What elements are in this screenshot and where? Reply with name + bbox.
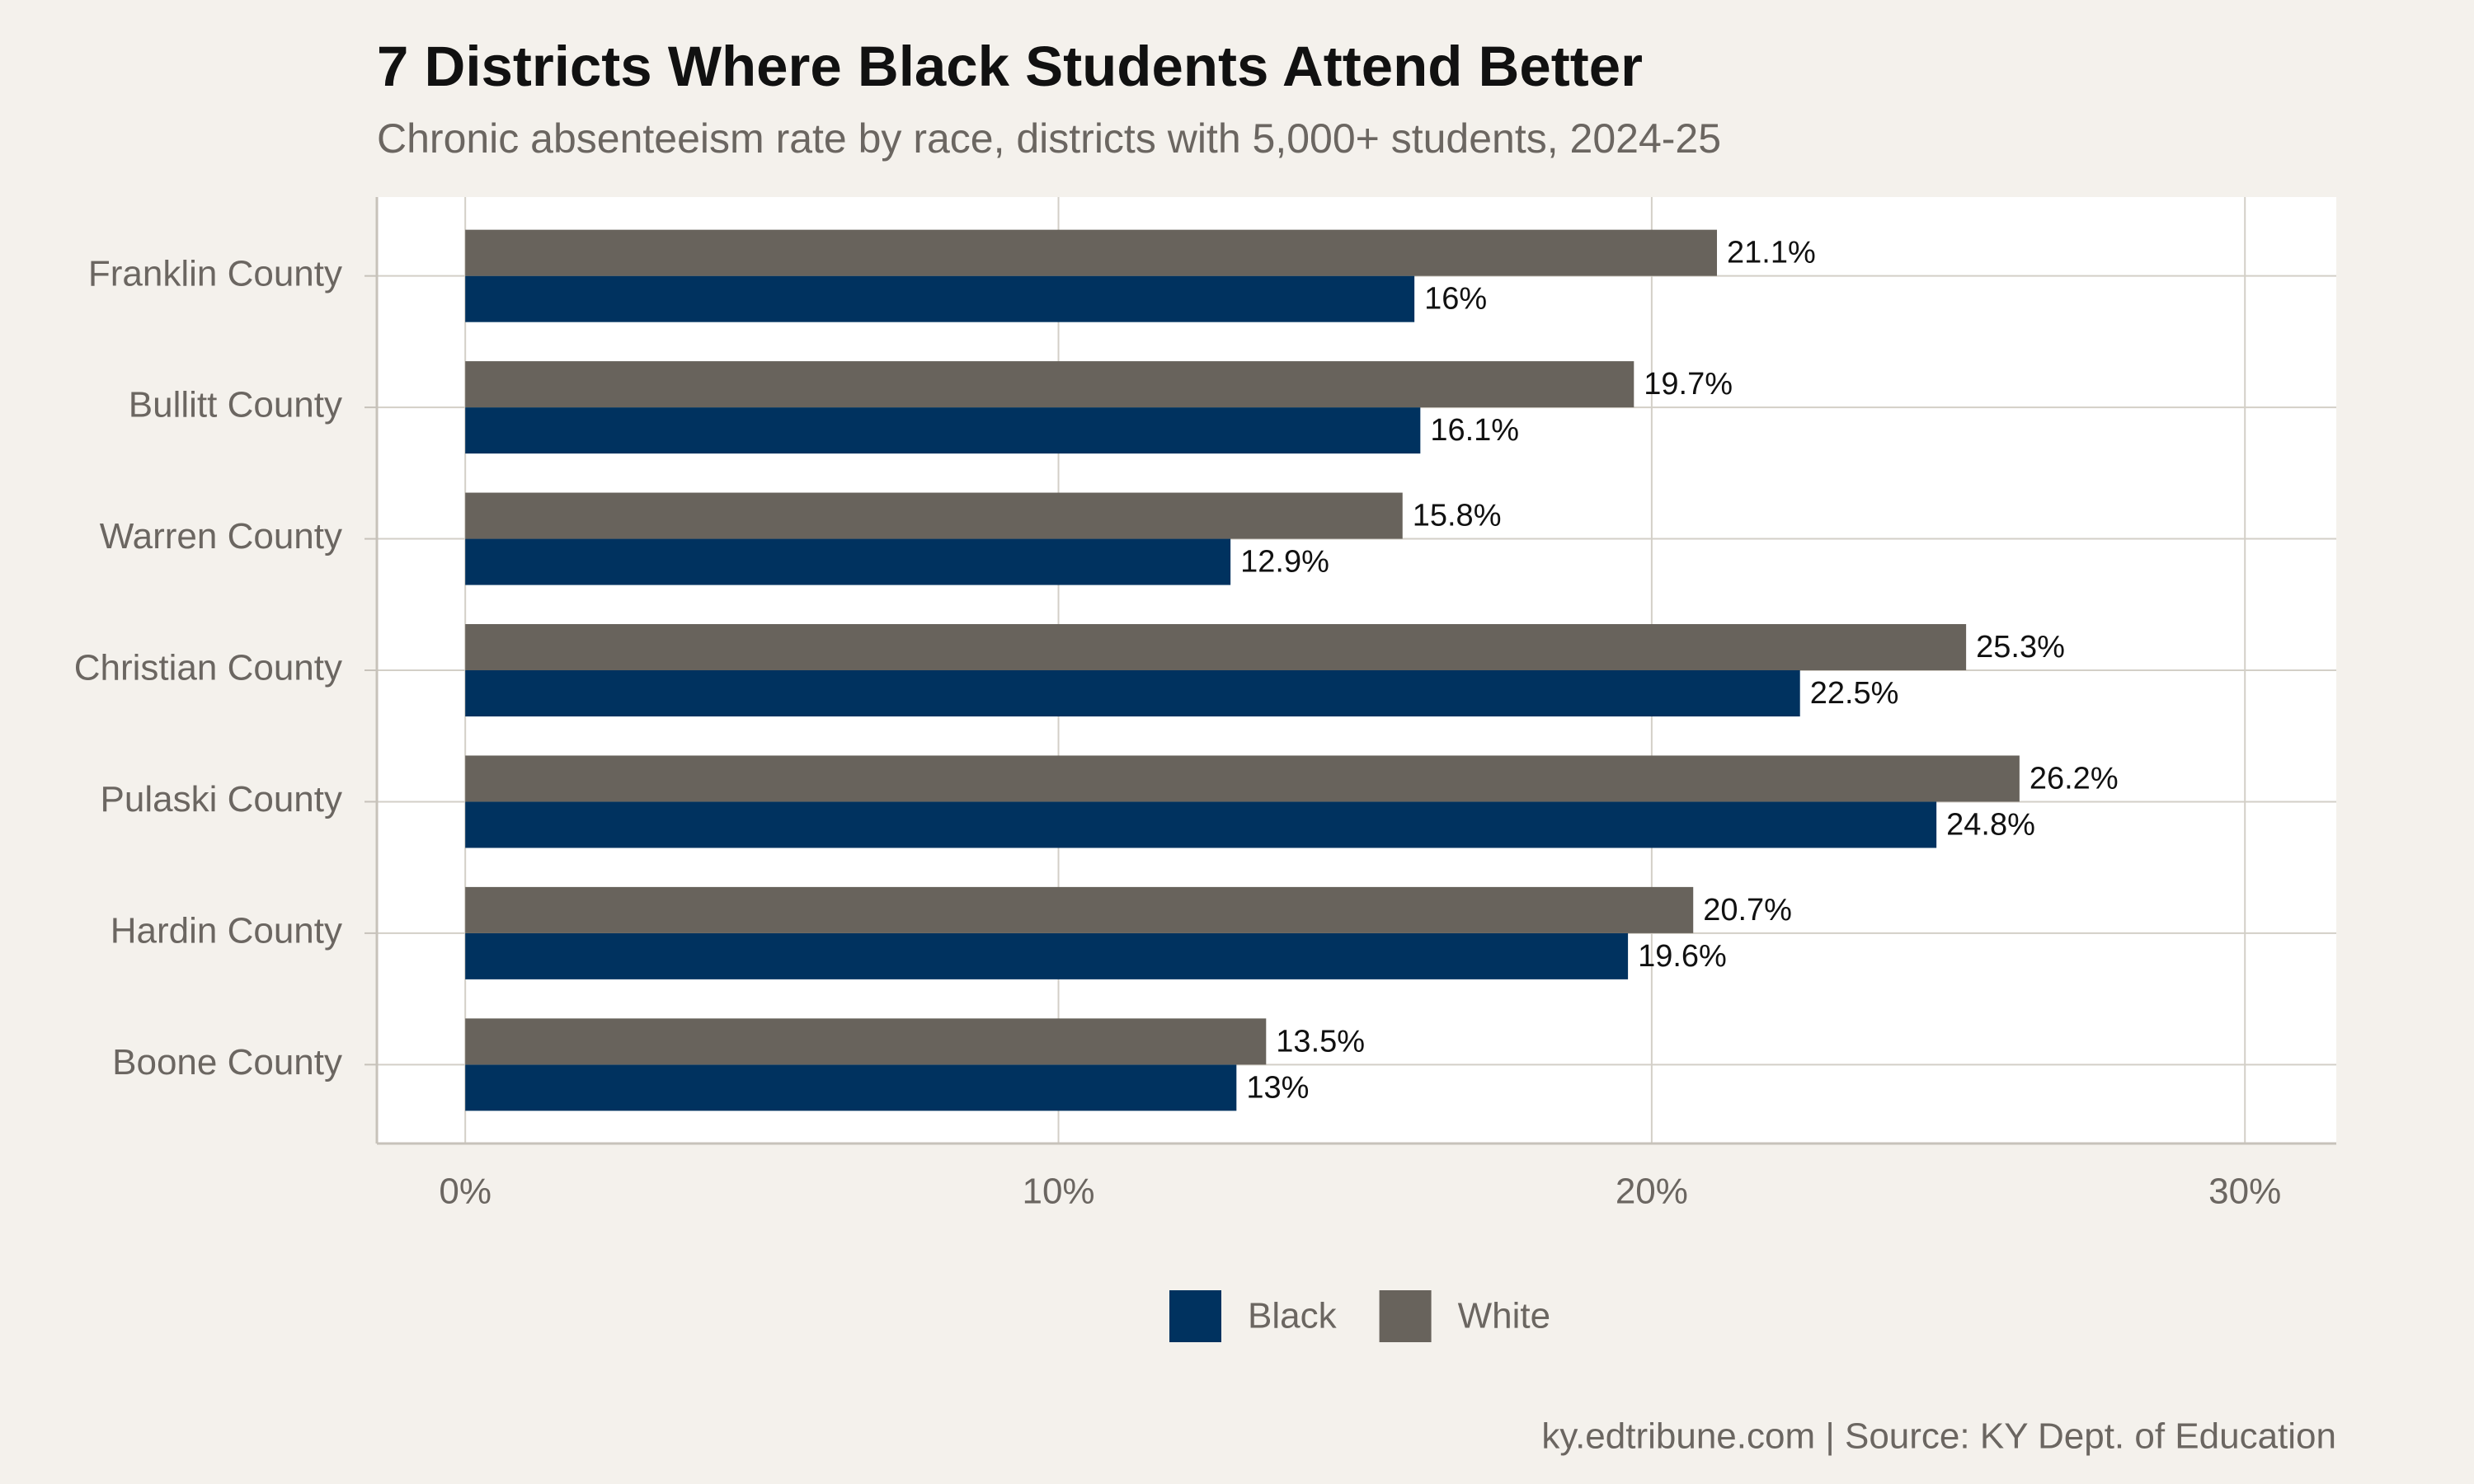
value-label: 13.5% [1276, 1024, 1365, 1059]
value-label: 19.7% [1644, 367, 1733, 402]
value-label: 20.7% [1703, 893, 1792, 928]
value-label: 25.3% [1976, 630, 2065, 665]
y-tick-label: Hardin County [111, 911, 342, 951]
bar [465, 407, 1421, 454]
y-tick-label: Pulaski County [101, 779, 342, 819]
y-tick-label: Christian County [74, 648, 342, 688]
bar [465, 886, 1694, 933]
bar [465, 755, 2020, 802]
value-label: 16.1% [1430, 413, 1519, 448]
bar [465, 932, 1629, 979]
legend-label: White [1458, 1296, 1550, 1336]
value-label: 12.9% [1240, 545, 1329, 580]
y-tick-label: Boone County [112, 1042, 342, 1082]
value-label: 16% [1424, 282, 1487, 317]
x-tick-label: 30% [2208, 1172, 2281, 1212]
value-label: 15.8% [1413, 499, 1502, 533]
value-label: 22.5% [1810, 676, 1899, 711]
bar [465, 275, 1415, 322]
bar [465, 624, 1967, 670]
bar [465, 538, 1231, 585]
bar [465, 492, 1403, 539]
y-tick-label: Bullitt County [129, 385, 342, 425]
legend-label: Black [1248, 1296, 1338, 1336]
bar [465, 801, 1937, 848]
y-tick-label: Warren County [100, 516, 342, 556]
value-label: 24.8% [1946, 807, 2035, 842]
chart-subtitle: Chronic absenteeism rate by race, distri… [377, 115, 1721, 162]
value-label: 21.1% [1727, 236, 1816, 270]
x-tick-label: 0% [439, 1172, 492, 1212]
value-label: 19.6% [1638, 939, 1727, 974]
legend-swatch [1379, 1290, 1432, 1342]
x-tick-label: 20% [1616, 1172, 1688, 1212]
y-tick-label: Franklin County [88, 253, 342, 294]
caption: ky.edtribune.com | Source: KY Dept. of E… [1541, 1416, 2336, 1457]
bar [465, 361, 1634, 408]
chart-title: 7 Districts Where Black Students Attend … [377, 35, 1643, 98]
bar [465, 229, 1718, 276]
bar [465, 670, 1800, 716]
value-label: 13% [1246, 1070, 1309, 1105]
x-tick-label: 10% [1022, 1172, 1094, 1212]
bar [465, 1064, 1237, 1111]
legend-swatch [1169, 1290, 1221, 1342]
value-label: 26.2% [2030, 761, 2119, 796]
bar [465, 1018, 1267, 1065]
